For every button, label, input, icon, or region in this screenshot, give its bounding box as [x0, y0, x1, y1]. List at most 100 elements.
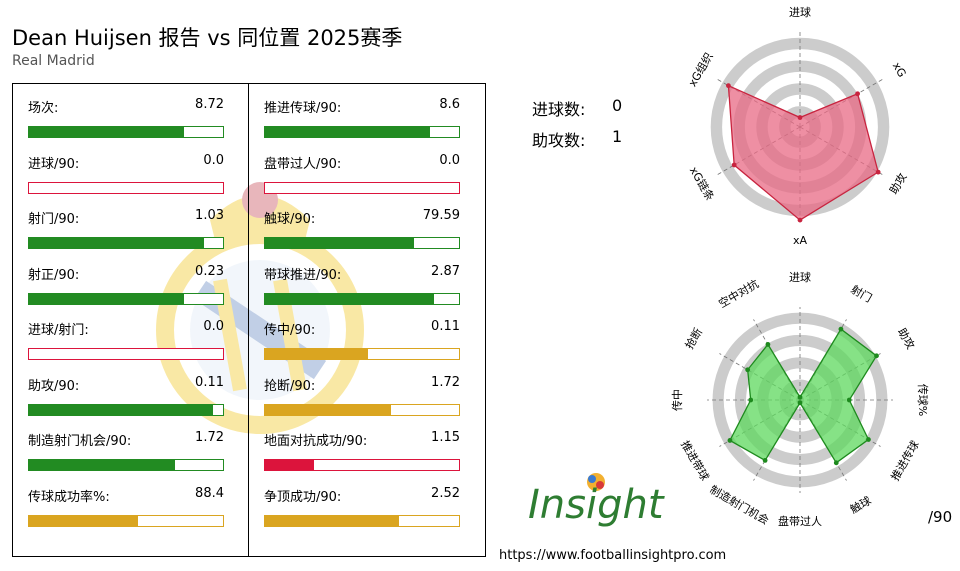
stat-bar-fill [29, 404, 214, 415]
stat-row: 抢断/90: 1.72 [264, 375, 464, 419]
stat-bar-fill [265, 515, 399, 526]
stat-label: 进球/射门: [28, 323, 89, 338]
radar-point [855, 91, 860, 97]
stat-bar [264, 237, 460, 249]
stat-row: 助攻/90: 0.11 [28, 375, 228, 419]
radar-axis-label: 传中 [671, 389, 684, 411]
stat-bar [28, 348, 224, 360]
page-title: Dean Huijsen 报告 vs 同位置 2025赛季 [12, 26, 403, 50]
radar-axis-label: xG链条 [687, 164, 718, 203]
assists-count-value: 1 [612, 127, 623, 146]
stat-label: 盘带过人/90: [264, 156, 342, 172]
radar-axis-label: 制造射门机会 [707, 482, 771, 527]
stat-label: 射正/90: [28, 267, 80, 283]
stat-label: 进球/90: [28, 156, 80, 172]
stat-label: 带球推进/90: [264, 267, 342, 283]
goals-count: 进球数: 0 [532, 96, 622, 120]
stat-bar [264, 348, 460, 360]
insight-logo: Insight [528, 473, 665, 528]
radar-axis-label: xG [890, 60, 909, 80]
radar-axis-label: xG组织 [685, 50, 716, 89]
stat-bar-fill [29, 238, 204, 248]
stat-label: 场次: [28, 101, 59, 116]
radar-axis-label: 推进传球 [888, 438, 922, 483]
stat-bar [264, 181, 460, 194]
stat-row: 传球成功率%: 88.4 [28, 486, 228, 530]
per90-label: /90 [928, 508, 953, 526]
stat-bar-fill [265, 293, 434, 304]
stat-label: 助攻/90: [28, 378, 80, 394]
stat-bar [264, 514, 460, 527]
stat-row: 传中/90: 0.11 [264, 319, 464, 363]
stat-value: 0.0 [203, 152, 224, 168]
stat-label: 制造射门机会/90: [28, 434, 132, 449]
radar-point [762, 458, 768, 463]
stat-bar-fill [265, 238, 415, 248]
stat-bar-fill [29, 515, 138, 526]
stat-bar [264, 403, 460, 416]
stat-label: 传球成功率%: [28, 489, 110, 505]
stat-bar-fill [29, 127, 185, 137]
radar-point [846, 397, 852, 403]
stat-value: 2.87 [431, 263, 460, 279]
stat-bar [28, 514, 224, 527]
stat-label: 射门/90: [28, 212, 80, 227]
stat-row: 触球/90: 79.59 [264, 208, 464, 252]
radar-point [765, 342, 771, 347]
stat-row: 盘带过人/90: 0.0 [264, 153, 464, 197]
stat-value: 1.15 [431, 430, 460, 445]
stats-panel [12, 83, 486, 557]
stat-row: 进球/射门: 0.0 [28, 319, 228, 363]
stat-bar [28, 459, 224, 471]
radar-axis-label: 抢断 [682, 325, 705, 351]
assists-count-label: 助攻数: [532, 131, 586, 150]
stat-bar [28, 403, 224, 416]
logo-text: Insight [528, 482, 665, 528]
stat-bar [28, 237, 224, 249]
radar-axis-label: 推进带球 [678, 438, 712, 483]
stat-row: 带球推进/90: 2.87 [264, 264, 464, 308]
stat-value: 79.59 [422, 208, 460, 223]
stat-bar-fill [265, 127, 430, 137]
radar-axis-label: xA [793, 234, 808, 247]
stat-value: 0.11 [431, 319, 460, 334]
radar-point [875, 169, 881, 175]
radar-axis-label: 助攻 [886, 170, 909, 196]
radar-point [727, 438, 733, 443]
stat-bar [28, 181, 224, 194]
radar-point [745, 367, 751, 373]
radar-axis-label: 触球 [847, 493, 873, 516]
stat-value: 0.11 [195, 374, 224, 390]
stat-bar-fill [265, 349, 368, 359]
radar-point [797, 115, 803, 120]
stat-value: 1.03 [195, 208, 224, 223]
stat-label: 地面对抗成功/90: [264, 434, 368, 449]
stat-label: 触球/90: [264, 212, 316, 227]
radar-axis-label: 进球 [789, 5, 811, 19]
radar-point [797, 400, 803, 406]
stat-bar [28, 126, 224, 138]
stat-bar [264, 459, 460, 471]
footer-url[interactable]: https://www.footballinsightpro.com [499, 548, 727, 563]
stat-label: 传中/90: [264, 323, 316, 338]
stat-row: 射门/90: 1.03 [28, 208, 228, 252]
stat-label: 推进传球/90: [264, 101, 342, 116]
stat-bar [264, 292, 460, 305]
goals-count-value: 0 [612, 96, 623, 115]
stat-value: 8.72 [195, 97, 224, 112]
panel-divider [248, 83, 249, 557]
stat-value: 0.0 [439, 152, 460, 168]
stat-bar-fill [29, 293, 185, 304]
stat-bar [264, 126, 460, 138]
radar-chart-attack: 进球 xG 助攻 xA xG链条 xG组织 [685, 5, 909, 247]
radar-axis-label: 空中对抗 [716, 276, 761, 310]
stat-value: 88.4 [195, 485, 224, 501]
stat-value: 0.23 [195, 263, 224, 279]
radar-point [838, 326, 844, 332]
stat-bar-fill [265, 460, 314, 470]
radar-point [874, 353, 879, 359]
radar-point [833, 460, 839, 466]
radar-point [731, 162, 737, 168]
team-name: Real Madrid [12, 53, 95, 69]
